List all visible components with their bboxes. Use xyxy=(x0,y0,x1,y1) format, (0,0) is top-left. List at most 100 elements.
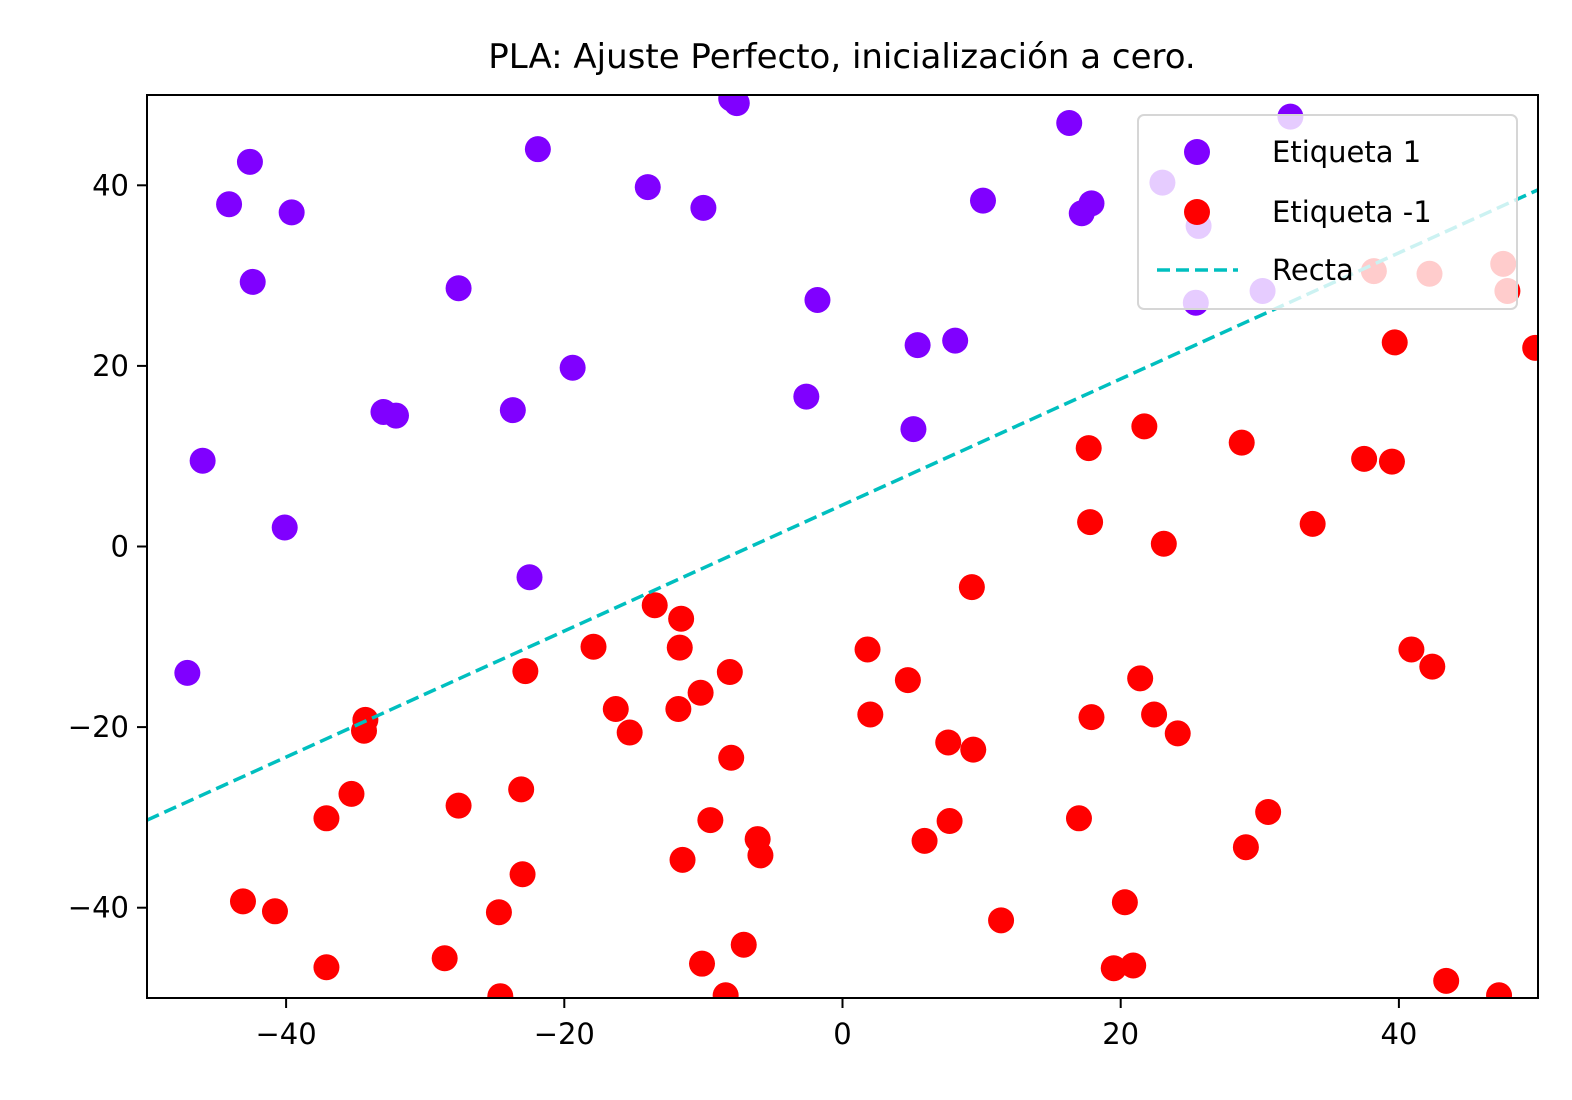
point-label-neg1 xyxy=(1378,448,1405,475)
y-tick-label: 0 xyxy=(111,530,129,564)
x-tick-label: −20 xyxy=(534,1017,595,1051)
point-label-neg1 xyxy=(1486,982,1513,998)
point-label-neg1 xyxy=(666,634,693,661)
point-label-neg1 xyxy=(1351,445,1378,472)
point-label-neg1 xyxy=(1398,636,1425,663)
point-label-neg1 xyxy=(1164,720,1191,747)
point-label-1 xyxy=(804,286,831,313)
point-label-neg1 xyxy=(936,808,963,835)
point-label-neg1 xyxy=(1433,967,1460,994)
legend-box xyxy=(1137,114,1518,310)
point-label-1 xyxy=(189,447,216,474)
point-label-neg1 xyxy=(1232,834,1259,861)
point-label-neg1 xyxy=(687,679,714,706)
point-label-1 xyxy=(559,354,586,381)
point-label-1 xyxy=(516,564,543,591)
point-label-neg1 xyxy=(716,659,743,686)
point-label-1 xyxy=(969,187,996,214)
point-label-neg1 xyxy=(1299,510,1326,537)
point-label-1 xyxy=(278,199,305,226)
point-label-neg1 xyxy=(894,667,921,694)
point-label-neg1 xyxy=(616,719,643,746)
point-label-neg1 xyxy=(1419,653,1446,680)
x-tick-label: 40 xyxy=(1380,1017,1417,1051)
point-label-1 xyxy=(900,416,927,443)
point-label-neg1 xyxy=(445,792,472,819)
point-label-neg1 xyxy=(1150,530,1177,557)
chart-title: PLA: Ajuste Perfecto, inicialización a c… xyxy=(488,37,1195,77)
point-label-neg1 xyxy=(431,945,458,972)
y-tick-label: 40 xyxy=(92,168,129,202)
point-label-1 xyxy=(1056,109,1083,136)
y-tick-label: 20 xyxy=(92,349,129,383)
point-label-neg1 xyxy=(1075,435,1102,462)
point-label-1 xyxy=(239,268,266,295)
point-label-neg1 xyxy=(509,861,536,888)
point-label-1 xyxy=(690,194,717,221)
point-label-1 xyxy=(723,95,750,117)
y-axis: −40 −20 0 20 40 xyxy=(68,168,147,925)
point-label-1 xyxy=(634,174,661,201)
point-label-neg1 xyxy=(512,658,539,685)
point-label-neg1 xyxy=(958,574,985,601)
y-tick-label: −20 xyxy=(68,710,129,744)
point-label-neg1 xyxy=(261,898,288,925)
x-axis: −40 −20 0 20 40 xyxy=(255,998,1417,1051)
recta-line xyxy=(147,188,1538,822)
point-label-1 xyxy=(236,148,263,175)
point-label-1 xyxy=(216,191,243,218)
point-label-neg1 xyxy=(1077,509,1104,536)
point-label-1 xyxy=(793,383,820,410)
point-label-neg1 xyxy=(229,888,256,915)
x-tick-label: 20 xyxy=(1102,1017,1139,1051)
legend-marker xyxy=(1184,139,1210,165)
point-label-neg1 xyxy=(1078,704,1105,731)
legend-marker xyxy=(1184,199,1210,225)
point-label-neg1 xyxy=(665,696,692,723)
point-label-neg1 xyxy=(1127,665,1154,692)
x-tick-label: 0 xyxy=(833,1017,851,1051)
point-label-1 xyxy=(382,402,409,429)
point-label-neg1 xyxy=(1131,413,1158,440)
point-label-1 xyxy=(904,332,931,359)
point-label-neg1 xyxy=(854,636,881,663)
point-label-neg1 xyxy=(1381,329,1408,356)
point-label-neg1 xyxy=(689,950,716,977)
point-label-neg1 xyxy=(668,605,695,632)
point-label-1 xyxy=(445,275,472,302)
point-label-neg1 xyxy=(935,729,962,756)
point-label-neg1 xyxy=(580,633,607,660)
point-label-neg1 xyxy=(960,736,987,763)
point-label-1 xyxy=(524,136,551,163)
point-label-neg1 xyxy=(1522,334,1538,361)
point-label-1 xyxy=(1078,190,1105,217)
point-label-1 xyxy=(271,514,298,541)
point-label-neg1 xyxy=(508,776,535,803)
point-label-neg1 xyxy=(1141,701,1168,728)
point-label-1 xyxy=(942,327,969,354)
point-label-neg1 xyxy=(1100,955,1127,982)
point-label-neg1 xyxy=(712,982,739,998)
line-layer xyxy=(147,188,1538,822)
y-tick-label: −40 xyxy=(68,891,129,925)
point-label-neg1 xyxy=(669,846,696,873)
point-label-1 xyxy=(174,659,201,686)
point-label-neg1 xyxy=(1120,952,1147,979)
legend: Etiqueta 1 Etiqueta -1 Recta xyxy=(1137,114,1518,310)
legend-label: Recta xyxy=(1272,253,1354,287)
point-label-neg1 xyxy=(747,842,774,869)
point-label-neg1 xyxy=(697,807,724,834)
legend-label: Etiqueta 1 xyxy=(1272,135,1421,169)
point-label-neg1 xyxy=(602,696,629,723)
point-label-neg1 xyxy=(988,907,1015,934)
point-label-1 xyxy=(499,397,526,424)
point-label-neg1 xyxy=(730,931,757,958)
point-label-neg1 xyxy=(1111,889,1138,916)
point-label-neg1 xyxy=(718,744,745,771)
x-tick-label: −40 xyxy=(255,1017,316,1051)
point-label-neg1 xyxy=(911,827,938,854)
point-label-neg1 xyxy=(313,805,340,832)
point-label-neg1 xyxy=(857,701,884,728)
point-label-neg1 xyxy=(1228,429,1255,456)
